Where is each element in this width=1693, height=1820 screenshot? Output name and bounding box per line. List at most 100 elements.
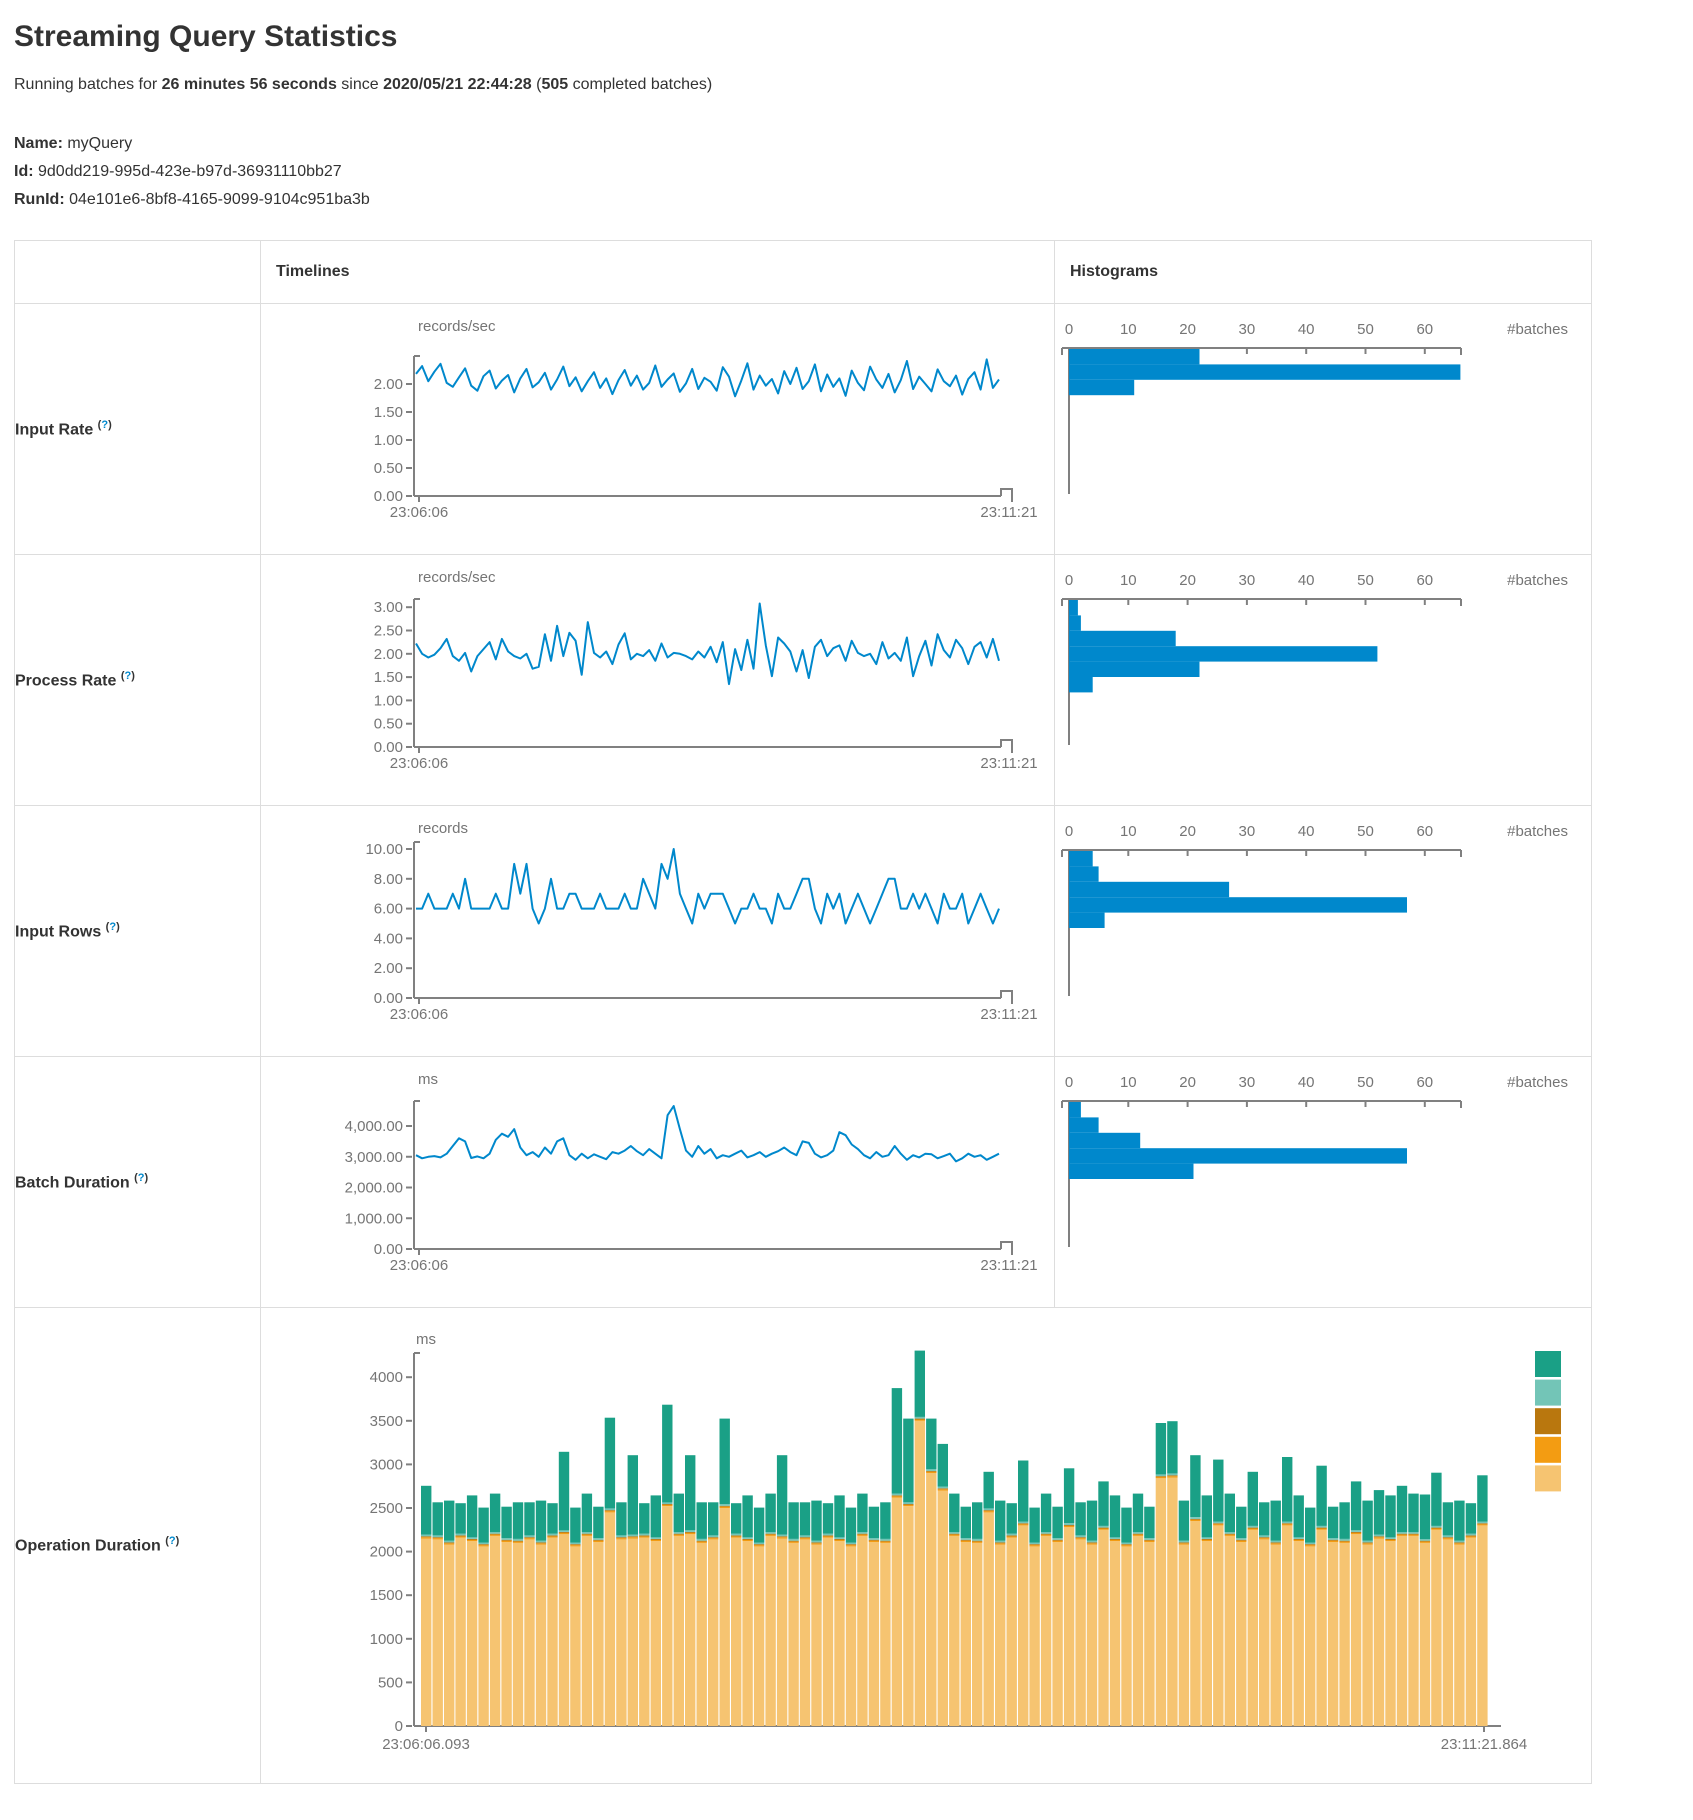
legend-swatch[interactable] bbox=[1535, 1408, 1561, 1435]
svg-text:3500: 3500 bbox=[370, 1413, 403, 1430]
batch-duration-help-icon[interactable]: (?) bbox=[134, 1171, 149, 1184]
input-rows-timeline-chart: records 10.00 8.00 6.00 4.00 2.00 0.0023:06:06… bbox=[365, 820, 1037, 1023]
stacked-bar-segment-light-orange bbox=[1006, 1537, 1017, 1726]
stacked-bar-segment-light-teal bbox=[673, 1532, 684, 1534]
stacked-bar-segment-light-orange bbox=[1350, 1534, 1362, 1726]
stacked-bar-segment-teal bbox=[811, 1500, 822, 1541]
histogram-bar bbox=[1069, 912, 1105, 928]
histogram-bar bbox=[1069, 1163, 1194, 1179]
query-id-value: 9d0dd219-995d-423e-b97d-36931110bb27 bbox=[33, 163, 342, 180]
svg-text:60: 60 bbox=[1416, 1074, 1433, 1091]
stacked-bar-segment-teal bbox=[753, 1507, 765, 1543]
svg-text:0: 0 bbox=[1065, 321, 1073, 338]
stacked-bar-segment-orange bbox=[1075, 1538, 1086, 1540]
svg-text:30: 30 bbox=[1239, 823, 1256, 840]
query-id-label: Id: bbox=[14, 163, 34, 180]
stacked-bar-segment-light-orange bbox=[421, 1538, 432, 1726]
stacked-bar-segment-teal bbox=[1408, 1493, 1419, 1532]
stacked-bar-segment-dark-gold bbox=[1052, 1539, 1063, 1541]
legend-swatch[interactable] bbox=[1535, 1465, 1561, 1492]
stacked-bar-segment-orange bbox=[570, 1545, 581, 1547]
stacked-bar-segment-orange bbox=[834, 1539, 845, 1542]
stacked-bar-segment-dark-gold bbox=[501, 1539, 512, 1541]
stacked-bar-segment-orange bbox=[627, 1537, 638, 1539]
input-rows-help-icon[interactable]: (?) bbox=[105, 920, 120, 933]
stacked-bar-segment-orange bbox=[1236, 1540, 1247, 1542]
stacked-bar-segment-orange bbox=[444, 1543, 455, 1545]
stacked-bar-segment-light-teal bbox=[834, 1537, 845, 1539]
svg-text:40: 40 bbox=[1298, 1074, 1315, 1091]
stacked-bar-segment-light-orange bbox=[914, 1420, 925, 1726]
stacked-bar-segment-dark-gold bbox=[1213, 1523, 1224, 1525]
row-label-input-rate: Input Rate (?) bbox=[14, 303, 261, 555]
stacked-bar-segment-light-teal bbox=[753, 1542, 765, 1545]
stacked-bar-segment-light-teal bbox=[1075, 1535, 1086, 1538]
stacked-bar-segment-orange bbox=[1270, 1543, 1281, 1545]
stacked-bar-segment-dark-gold bbox=[1190, 1518, 1201, 1520]
stacked-bar-segment-teal bbox=[489, 1493, 501, 1532]
stacked-bar-segment-dark-gold bbox=[581, 1533, 593, 1535]
svg-text:23:06:06: 23:06:06 bbox=[390, 1257, 448, 1274]
stacked-bar-segment-orange bbox=[593, 1540, 604, 1542]
stacked-bar-segment-light-teal bbox=[1465, 1533, 1477, 1536]
stacked-bar-segment-light-orange bbox=[708, 1539, 719, 1726]
stacked-bar-segment-light-teal bbox=[1086, 1540, 1098, 1543]
stacked-bar-segment-orange bbox=[1350, 1532, 1362, 1535]
stacked-bar-segment-orange bbox=[1040, 1534, 1052, 1536]
stacked-bar-segment-dark-gold bbox=[1373, 1536, 1385, 1538]
stacked-bar-segment-orange bbox=[639, 1536, 650, 1538]
stacked-bar-segment-light-orange bbox=[983, 1512, 994, 1726]
stacked-bar-segment-light-teal bbox=[455, 1533, 466, 1536]
stacked-bar-segment-orange bbox=[1190, 1519, 1201, 1522]
histogram-bar bbox=[1069, 646, 1378, 662]
stacked-bar-segment-dark-gold bbox=[535, 1542, 547, 1544]
stacked-bar-segment-light-teal bbox=[1442, 1535, 1454, 1538]
stacked-bar-segment-teal bbox=[1006, 1503, 1017, 1534]
stacked-bar-segment-orange bbox=[1431, 1528, 1442, 1530]
stacked-bar-segment-light-teal bbox=[558, 1530, 570, 1532]
stacked-bar-segment-light-teal bbox=[960, 1538, 971, 1540]
stacked-bar-segment-orange bbox=[1396, 1534, 1408, 1536]
stacked-bar-segment-light-orange bbox=[1029, 1546, 1040, 1726]
batch-duration-histogram-cell: 0 10 20 30 40 50 60 #batches bbox=[1054, 1056, 1592, 1308]
stacked-bar-segment-dark-gold bbox=[845, 1544, 857, 1546]
stacked-bar-segment-teal bbox=[1305, 1507, 1316, 1543]
stacked-bar-segment-orange bbox=[524, 1538, 535, 1540]
batch-duration-timeline-cell: ms 4,000.00 3,000.00 2,000.00 1,000.00 0.00 23… bbox=[260, 1056, 1055, 1308]
stacked-bar-segment-light-orange bbox=[742, 1541, 753, 1726]
stacked-bar-segment-orange bbox=[960, 1540, 971, 1542]
svg-text:records: records bbox=[418, 820, 468, 837]
svg-text:6.00: 6.00 bbox=[374, 901, 403, 918]
legend-swatch[interactable] bbox=[1535, 1379, 1561, 1406]
svg-text:50: 50 bbox=[1357, 1074, 1374, 1091]
stacked-bar-segment-light-teal bbox=[1396, 1532, 1408, 1534]
stacked-bar-segment-light-teal bbox=[432, 1535, 443, 1538]
stacked-bar-segment-orange bbox=[1293, 1539, 1304, 1542]
stacked-bar-segment-dark-gold bbox=[478, 1544, 489, 1546]
query-name-line: Name: myQuery bbox=[14, 130, 1693, 158]
operation-duration-help-icon[interactable]: (?) bbox=[165, 1535, 180, 1548]
svg-text:3,000.00: 3,000.00 bbox=[345, 1149, 403, 1166]
stacked-bar-segment-light-orange bbox=[1419, 1542, 1431, 1726]
stacked-bar-segment-dark-gold bbox=[731, 1535, 742, 1537]
stacked-bar-segment-light-teal bbox=[593, 1538, 604, 1540]
svg-text:#batches: #batches bbox=[1507, 572, 1568, 589]
svg-text:23:11:21.864: 23:11:21.864 bbox=[1441, 1736, 1527, 1753]
stacked-bar-segment-light-teal bbox=[1121, 1542, 1132, 1545]
stacked-bar-segment-orange bbox=[1063, 1525, 1075, 1528]
input-rate-help-icon[interactable]: (?) bbox=[97, 418, 112, 431]
legend-swatch[interactable] bbox=[1535, 1436, 1561, 1463]
stacked-bar-segment-dark-gold bbox=[1350, 1532, 1362, 1533]
stacked-bar-segment-light-teal bbox=[776, 1534, 788, 1537]
stacked-bar-segment-orange bbox=[466, 1539, 478, 1542]
stacked-bar-segment-teal bbox=[857, 1493, 868, 1532]
svg-text:10: 10 bbox=[1120, 572, 1137, 589]
process-rate-help-icon[interactable]: (?) bbox=[120, 669, 135, 682]
histogram-bar bbox=[1069, 379, 1135, 396]
stacked-bar-segment-orange bbox=[1305, 1545, 1316, 1547]
stacked-bar-segment-dark-gold bbox=[1477, 1523, 1488, 1525]
stacked-bar-segment-dark-gold bbox=[891, 1495, 903, 1497]
stacked-bar-segment-light-orange bbox=[558, 1534, 570, 1726]
legend-swatch[interactable] bbox=[1535, 1351, 1561, 1377]
stacked-bar-segment-orange bbox=[1144, 1540, 1155, 1542]
